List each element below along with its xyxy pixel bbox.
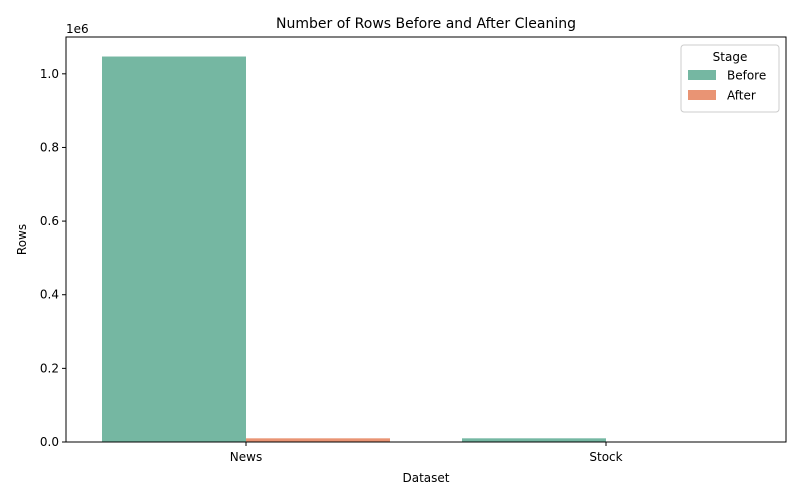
y-tick-label: 0.8 bbox=[40, 140, 59, 154]
bar-after-news bbox=[246, 438, 390, 442]
legend-label-before: Before bbox=[727, 69, 766, 83]
y-scale-label: 1e6 bbox=[66, 22, 89, 36]
y-axis: 0.0 0.2 0.4 0.6 0.8 1.0 bbox=[40, 67, 66, 449]
y-tick-label: 0.4 bbox=[40, 288, 59, 302]
bar-before-stock bbox=[462, 438, 606, 442]
y-tick-label: 0.0 bbox=[40, 435, 59, 449]
plot-frame bbox=[65, 36, 787, 443]
x-axis: News Stock bbox=[230, 442, 623, 464]
bars-group bbox=[102, 56, 606, 442]
bar-before-news bbox=[102, 56, 246, 442]
chart-title: Number of Rows Before and After Cleaning bbox=[276, 16, 576, 32]
legend-swatch-before bbox=[688, 70, 716, 80]
y-tick-label: 1.0 bbox=[40, 67, 59, 81]
y-tick-label: 0.2 bbox=[40, 361, 59, 375]
x-tick-label: News bbox=[230, 450, 262, 464]
x-axis-label: Dataset bbox=[403, 471, 450, 485]
legend-title: Stage bbox=[713, 50, 748, 64]
x-tick-label: Stock bbox=[589, 450, 622, 464]
legend-swatch-after bbox=[688, 90, 716, 100]
legend-label-after: After bbox=[727, 89, 756, 103]
y-axis-label: Rows bbox=[15, 224, 29, 255]
legend: Stage Before After bbox=[680, 44, 780, 113]
y-tick-label: 0.6 bbox=[40, 214, 59, 228]
